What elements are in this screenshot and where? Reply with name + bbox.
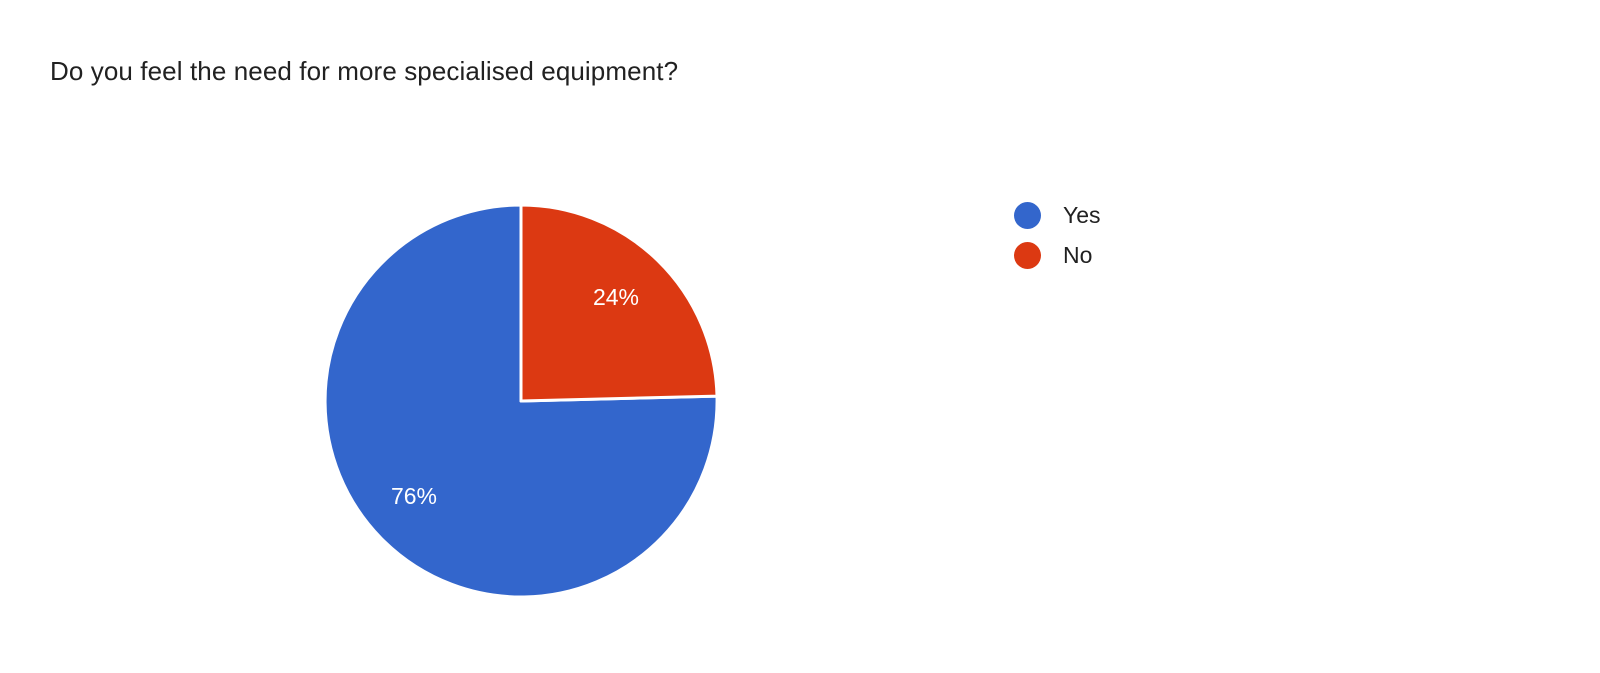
chart-title: Do you feel the need for more specialise… [50, 56, 679, 86]
legend-item-no[interactable]: No [1014, 239, 1101, 271]
legend-swatch-yes-icon [1014, 201, 1041, 229]
pie-slice-label-no: 24% [593, 284, 639, 310]
chart-legend: Yes No [1014, 199, 1101, 271]
legend-label-yes: Yes [1063, 201, 1101, 228]
legend-item-yes[interactable]: Yes [1014, 199, 1101, 231]
legend-swatch-no-icon [1014, 241, 1041, 269]
legend-label-no: No [1063, 241, 1093, 268]
pie-slice-no[interactable] [519, 203, 719, 403]
pie-chart-svg: 76% 24% [323, 203, 719, 599]
pie-slice-label-yes: 76% [391, 483, 437, 509]
